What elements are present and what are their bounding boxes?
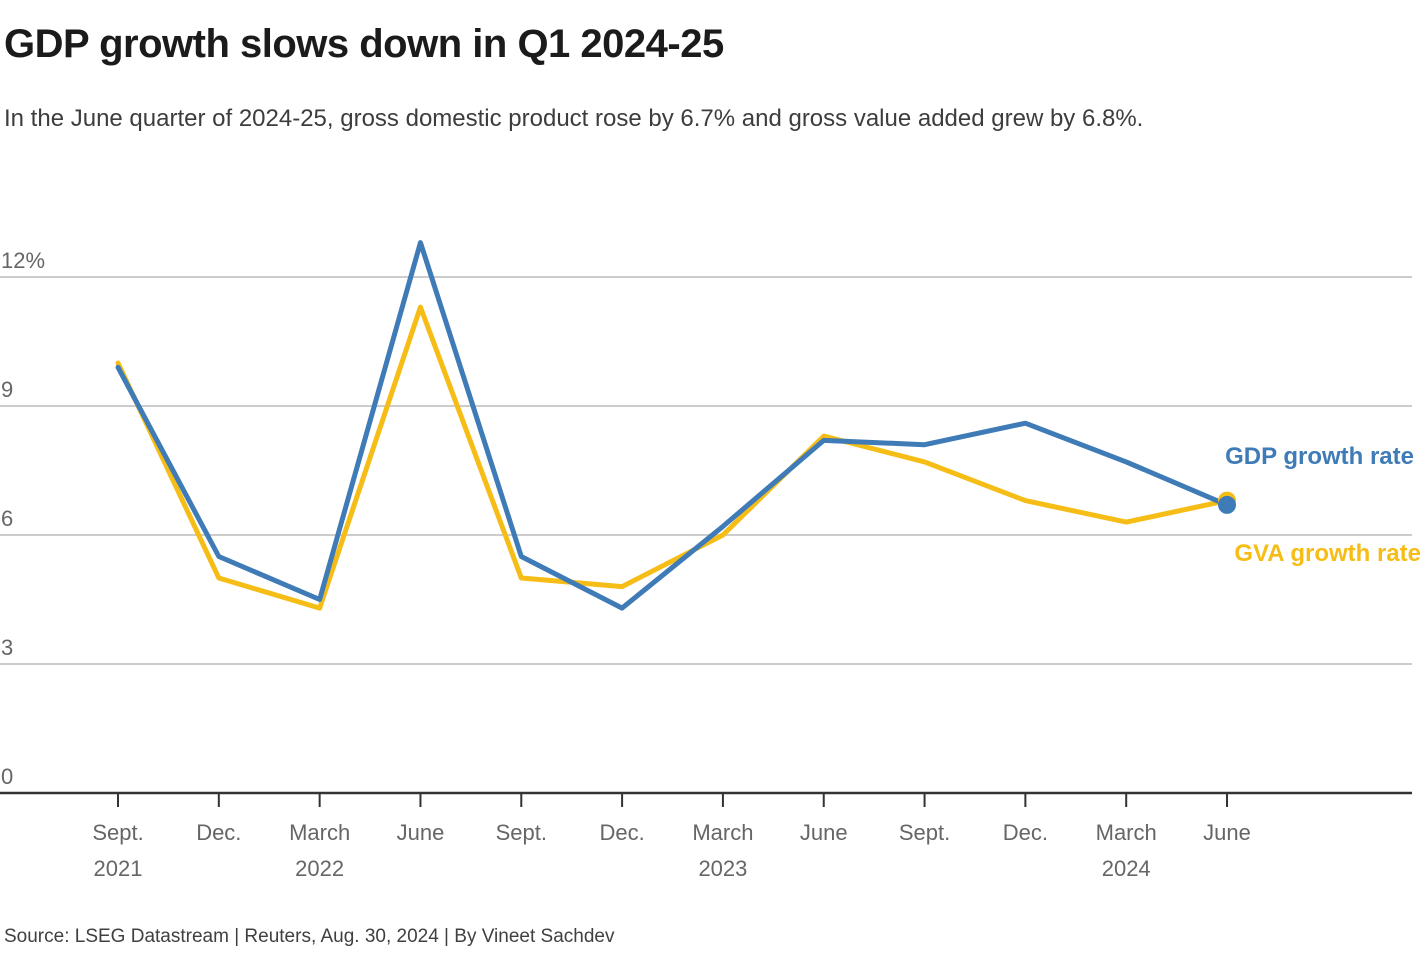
x-axis-label: March: [692, 820, 753, 845]
y-axis-label: 9: [1, 377, 13, 402]
x-axis-year-label: 2023: [698, 856, 747, 881]
end-dot-gdp: [1218, 495, 1237, 514]
page-subtitle: In the June quarter of 2024-25, gross do…: [4, 105, 1144, 132]
line-chart: 0 3 6 9 12% Sept. 2021 Dec. March 2022 June Sept. De…: [0, 240, 1420, 881]
x-axis-label: June: [800, 820, 848, 845]
x-axis-year-label: 2024: [1102, 856, 1151, 881]
legend-label-gva: GVA growth rate: [1234, 540, 1420, 567]
x-axis-label: June: [397, 820, 445, 845]
y-axis-label: 0: [1, 764, 13, 789]
x-axis-label: March: [289, 820, 350, 845]
y-axis-label: 6: [1, 506, 13, 531]
x-axis-label: June: [1203, 820, 1251, 845]
legend-label-gdp: GDP growth rate: [1225, 443, 1414, 470]
page-title: GDP growth slows down in Q1 2024-25: [4, 22, 724, 66]
series-line-gdp: [115, 240, 1230, 611]
x-axis-label: Sept.: [92, 820, 143, 845]
source-credit: Source: LSEG Datastream | Reuters, Aug. …: [4, 926, 615, 947]
x-axis-label: Dec.: [196, 820, 241, 845]
x-axis-year-label: 2022: [295, 856, 344, 881]
x-axis-label: Dec.: [599, 820, 644, 845]
x-axis-label: Sept.: [496, 820, 547, 845]
y-axis-label: 3: [1, 635, 13, 660]
x-axis-label: Sept.: [899, 820, 950, 845]
x-axis-label: Dec.: [1003, 820, 1048, 845]
series-line-gva: [115, 304, 1230, 611]
y-axis-label: 12%: [1, 248, 45, 273]
x-axis-label: March: [1096, 820, 1157, 845]
x-axis-year-label: 2021: [94, 856, 143, 881]
